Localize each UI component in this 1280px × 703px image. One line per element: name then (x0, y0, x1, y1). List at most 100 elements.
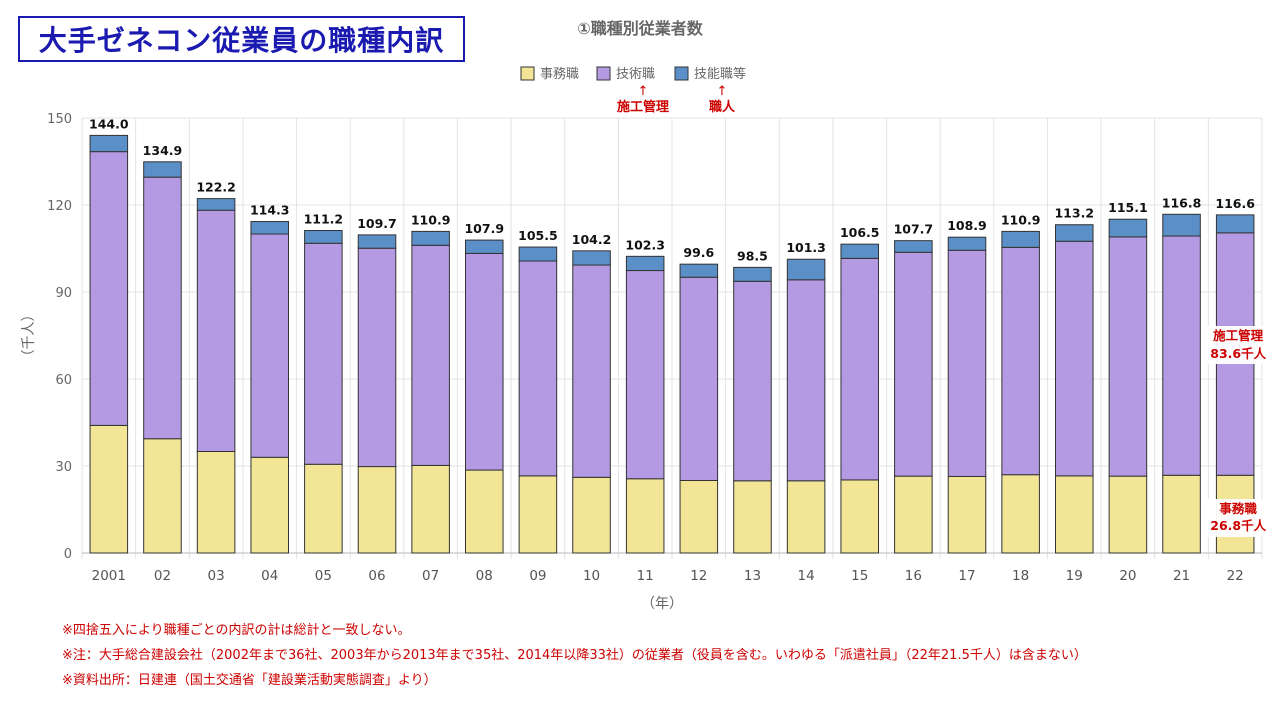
bar-segment-ginou (465, 239, 504, 254)
bar-segment-gijutsu (733, 280, 772, 482)
x-tick-label: 14 (797, 568, 814, 584)
bar-segment-ginou (894, 240, 933, 253)
x-tick-label: 12 (690, 568, 707, 584)
total-label: 114.3 (250, 203, 290, 218)
footnote-rounding: ※四捨五入により職種ごとの内訳の計は総計と一致しない。 (62, 623, 411, 638)
x-tick-label: 2001 (92, 568, 126, 584)
bar-segment-jimu (840, 479, 879, 554)
bar-segment-gijutsu (518, 260, 558, 477)
bar-segment-jimu (357, 466, 397, 554)
total-label: 110.9 (1001, 212, 1041, 227)
total-label: 113.2 (1054, 206, 1094, 221)
bar-segment-ginou (947, 236, 987, 251)
bar-segment-ginou (1055, 224, 1094, 242)
side-annotation-bg (1206, 499, 1277, 537)
total-label: 106.5 (840, 225, 880, 240)
bar-segment-gijutsu (250, 233, 289, 458)
bar-segment-jimu (1162, 474, 1201, 554)
legend-swatch (520, 66, 535, 81)
legend-label: 技能職等 (694, 66, 746, 82)
x-tick-label: 07 (422, 568, 439, 584)
side-annotation-line2: 83.6千人 (1210, 346, 1266, 361)
x-tick-label: 17 (958, 568, 975, 584)
x-tick-label: 11 (637, 568, 654, 584)
x-tick-label: 15 (851, 568, 868, 584)
bar-segment-jimu (1001, 474, 1040, 554)
total-label: 109.7 (357, 216, 397, 231)
side-annotation-line1: 事務職 (1219, 501, 1257, 516)
bar-segment-jimu (304, 463, 343, 554)
bar-segment-gijutsu (411, 244, 450, 466)
bar-segment-gijutsu (894, 251, 933, 477)
y-tick-label: 150 (47, 112, 72, 127)
legend-annotation-label: 職人 (709, 99, 736, 115)
x-tick-label: 10 (583, 568, 600, 584)
x-tick-label: 21 (1173, 568, 1190, 584)
total-label: 107.7 (894, 222, 934, 237)
bar-segment-jimu (89, 424, 129, 554)
total-label: 116.6 (1215, 196, 1255, 211)
x-tick-label: 09 (529, 568, 546, 584)
side-annotation-bg (1206, 326, 1277, 364)
bar-segment-ginou (679, 263, 719, 278)
bar-segment-gijutsu (304, 242, 343, 465)
legend-annotation-arrow: ↑ (717, 84, 728, 99)
bar-segment-ginou (572, 250, 611, 266)
bar-segment-gijutsu (1162, 235, 1201, 476)
legend-swatch (674, 66, 689, 81)
total-label: 98.5 (737, 248, 768, 263)
total-label: 115.1 (1108, 200, 1148, 215)
bar-segment-jimu (947, 475, 987, 554)
bar-segment-ginou (1215, 214, 1255, 234)
bar-segment-gijutsu (143, 176, 182, 440)
total-label: 144.0 (89, 116, 129, 131)
x-tick-label: 06 (368, 568, 385, 584)
footnote-source: ※資料出所：日建連（国土交通省「建設業活動実態調査」より） (62, 673, 437, 688)
total-label: 104.2 (572, 232, 612, 247)
bar-segment-ginou (304, 230, 343, 244)
bar-segment-gijutsu (947, 249, 987, 477)
bar-segment-gijutsu (357, 247, 397, 468)
bar-segment-gijutsu (1001, 246, 1040, 476)
total-label: 102.3 (625, 237, 665, 252)
y-tick-label: 60 (55, 373, 72, 388)
bar-segment-jimu (518, 475, 558, 554)
chart-title: ①職種別従業者数 (577, 19, 704, 38)
legend-label: 技術職 (616, 67, 655, 82)
bar-segment-gijutsu (196, 209, 236, 452)
stacked-bar-chart: 0 30 60 90 120 150 144.0 2001 134.9 02 122.2 03 114.… (21, 19, 1277, 612)
bar-segment-ginou (143, 161, 182, 178)
bar-segment-gijutsu (89, 151, 129, 426)
total-label: 105.5 (518, 228, 558, 243)
bar-segment-ginou (1001, 230, 1040, 248)
bar-segment-gijutsu (840, 257, 879, 481)
bar-segment-gijutsu (1108, 236, 1148, 477)
x-tick-label: 19 (1066, 568, 1083, 584)
x-tick-label: 08 (476, 568, 493, 584)
bar-segment-gijutsu (1055, 240, 1094, 477)
bar-segment-jimu (625, 478, 665, 554)
footnote-scope: ※注：大手総合建設会社（2002年まで36社、2003年から2013年まで35社… (62, 648, 1087, 663)
bar-segment-gijutsu (465, 252, 504, 471)
bar-segment-gijutsu (679, 276, 719, 481)
bar-segment-ginou (411, 230, 450, 246)
y-tick-label: 30 (55, 460, 72, 475)
legend-annotation-label: 施工管理 (617, 99, 669, 115)
bar-segment-jimu (411, 464, 450, 554)
bar-segment-ginou (250, 221, 289, 235)
bar-segment-ginou (786, 258, 826, 281)
x-tick-label: 22 (1227, 568, 1244, 584)
bar-segment-jimu (894, 475, 933, 554)
legend-swatch (596, 66, 611, 81)
bar-segment-ginou (1108, 218, 1148, 238)
total-label: 110.9 (411, 212, 451, 227)
bar-segment-gijutsu (625, 270, 665, 480)
bar-segment-jimu (572, 476, 611, 554)
bar-segment-jimu (1108, 475, 1148, 554)
total-label: 108.9 (947, 218, 987, 233)
y-tick-label: 0 (64, 547, 72, 562)
bar-segment-ginou (518, 246, 558, 262)
bar-segment-ginou (625, 255, 665, 272)
x-tick-label: 05 (315, 568, 332, 584)
x-tick-label: 16 (905, 568, 922, 584)
